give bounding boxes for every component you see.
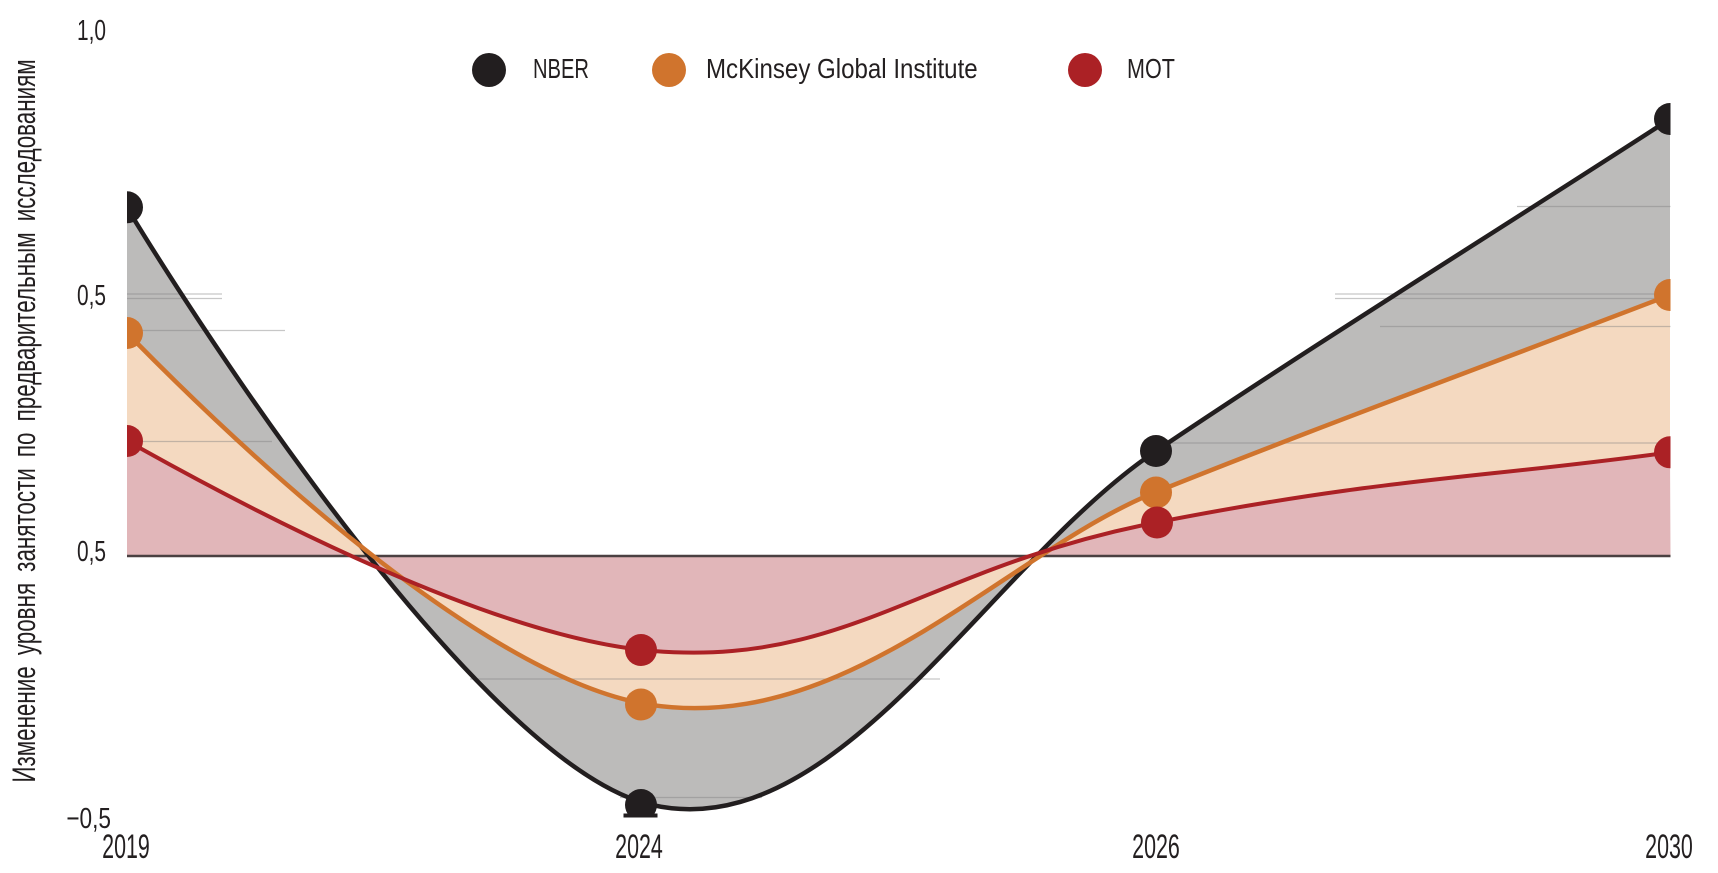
svg-text:2024: 2024 <box>615 828 663 866</box>
svg-text:NBER: NBER <box>533 54 589 85</box>
svg-text:−0,5: −0,5 <box>66 801 111 834</box>
svg-text:2019: 2019 <box>102 828 150 866</box>
svg-text:0,5: 0,5 <box>77 536 106 568</box>
svg-text:2026: 2026 <box>1132 828 1180 866</box>
svg-text:МОТ: МОТ <box>1127 53 1175 84</box>
svg-text:Изменение уровня занятости по: Изменение уровня занятости по предварите… <box>6 59 42 782</box>
svg-text:McKinsey Global Institute: McKinsey Global Institute <box>706 52 978 84</box>
svg-text:2030: 2030 <box>1645 828 1693 866</box>
svg-text:1,0: 1,0 <box>77 15 106 47</box>
svg-text:0,5: 0,5 <box>77 280 106 312</box>
